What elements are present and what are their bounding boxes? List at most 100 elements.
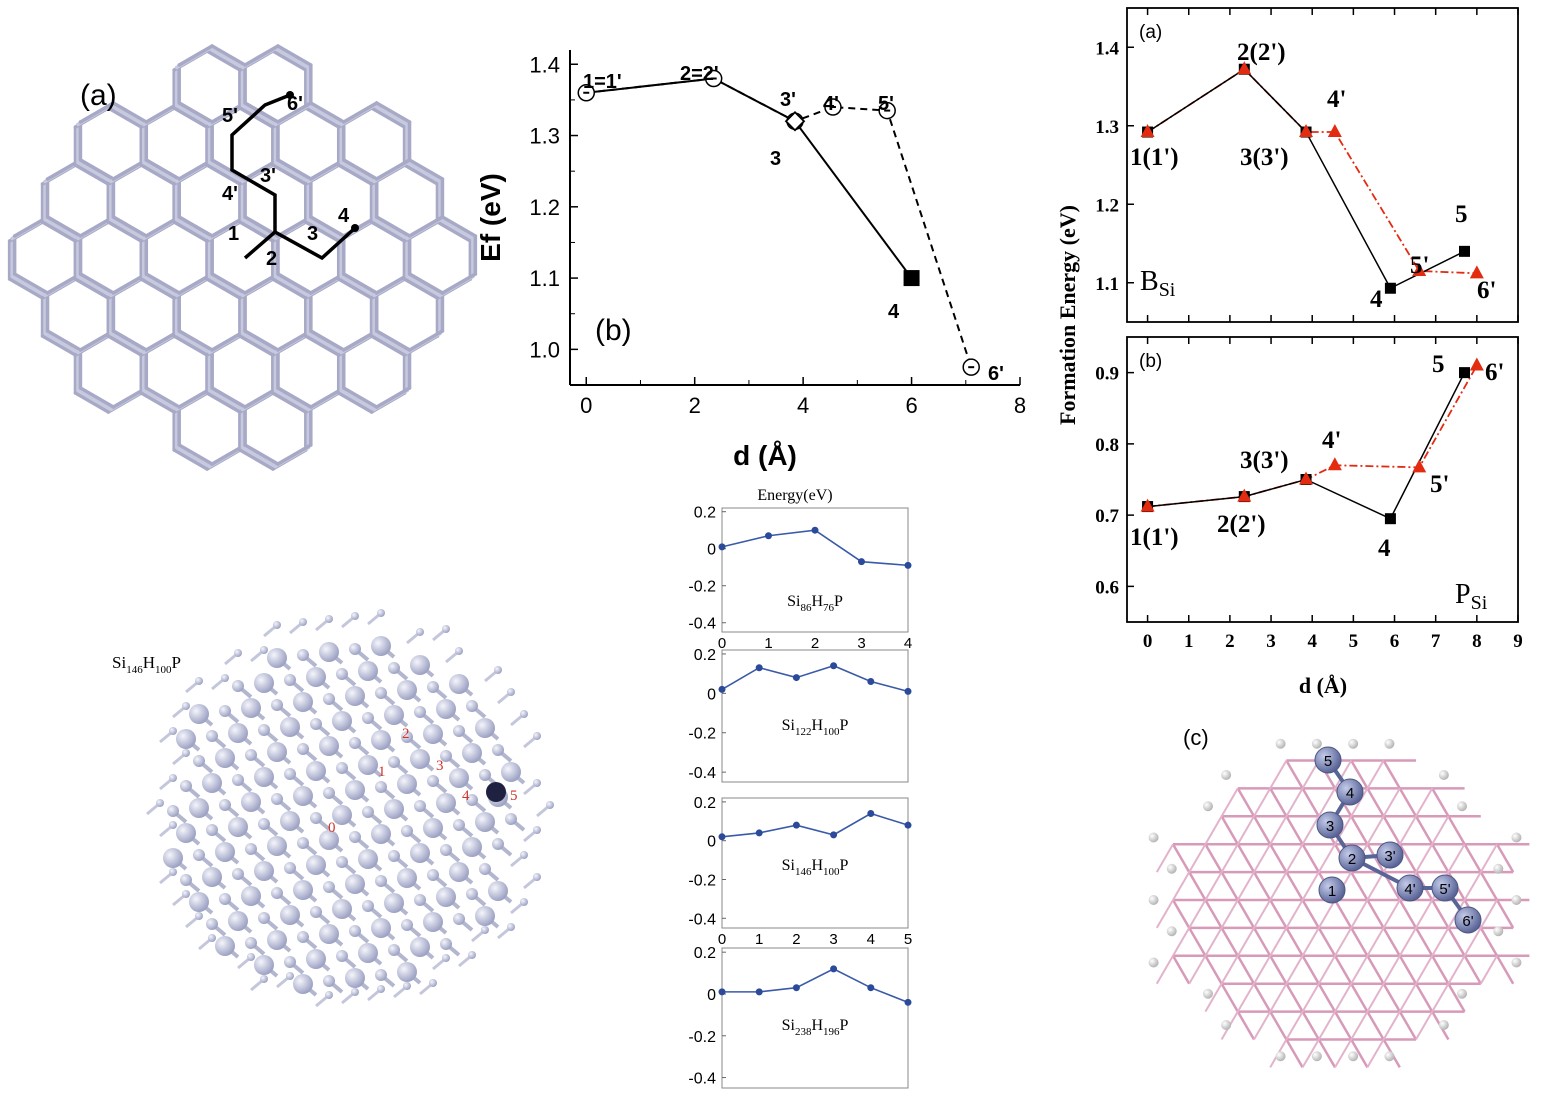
hydrogen-atom (1348, 738, 1359, 749)
lattice-bond (1285, 1038, 1304, 1069)
si-atom (306, 949, 326, 969)
lattice-bond (76, 160, 113, 184)
hydrogen-bond (159, 871, 173, 885)
si-atom (414, 706, 426, 718)
path-label: 4 (338, 205, 350, 227)
lattice-a-label: (a) (80, 79, 117, 112)
lattice-bond (336, 277, 374, 300)
lattice-bond (207, 160, 245, 184)
si-atom (193, 849, 205, 861)
lattice-bond (1269, 955, 1288, 985)
site-atom (1336, 778, 1364, 806)
lattice-bond (1253, 787, 1272, 817)
si-atom (358, 849, 378, 869)
y-tick-label: -0.4 (688, 1071, 716, 1088)
data-point (718, 833, 726, 841)
hydrogen-atom (442, 954, 450, 962)
data-point-square (1384, 513, 1396, 525)
site-label: 5 (510, 788, 518, 804)
lattice-bond (1317, 1011, 1336, 1041)
hydrogen-atom (1202, 988, 1213, 999)
hydrogen-bond (224, 652, 238, 666)
lattice-bond (309, 329, 346, 352)
x-tick-label: 2 (689, 393, 701, 418)
si-atom (267, 648, 287, 668)
si-atom (232, 774, 244, 786)
si-atom (293, 786, 313, 806)
lattice-bond (304, 334, 341, 357)
lattice-bond (1431, 899, 1450, 929)
x-tick-label: 7 (1431, 631, 1441, 652)
y-axis-label: Formation Energy (eV) (1055, 205, 1080, 425)
lattice-bond (1495, 899, 1515, 929)
y-tick-label: 0 (707, 686, 716, 703)
lattice-bond (1366, 787, 1385, 817)
lattice-bond (304, 220, 341, 243)
lattice-bond (1366, 927, 1385, 957)
lattice-bond (339, 274, 376, 298)
si-atom (323, 693, 335, 705)
si-atom (414, 894, 426, 906)
si-atom (345, 968, 365, 988)
lattice-bond (174, 331, 212, 355)
lattice-bond (273, 388, 311, 412)
si-atom (267, 930, 287, 950)
y-tick-label: 1.2 (529, 195, 560, 220)
data-point (755, 988, 763, 996)
hydrogen-atom (1493, 926, 1504, 937)
path-label: 5' (222, 105, 238, 127)
lattice-bond (1317, 843, 1336, 873)
y-tick-label: -0.2 (688, 726, 716, 743)
lattice-bond (111, 215, 149, 238)
lattice-bond (374, 158, 412, 181)
lattice-bond (1285, 871, 1304, 901)
hydrogen-atom (520, 898, 528, 906)
series-solid-line (586, 77, 913, 279)
hydrogen-atom (169, 774, 177, 782)
lattice-bond (1350, 871, 1369, 901)
si-atom (362, 712, 374, 724)
lattice-bond (243, 443, 280, 466)
x-tick-label: 6 (905, 393, 917, 418)
x-tick-label: 1 (1184, 631, 1194, 652)
lattice-bond (109, 103, 146, 127)
hydrogen-bond (341, 615, 355, 629)
y-tick-label: 1.3 (529, 124, 560, 149)
lattice-bond (1415, 899, 1434, 929)
si-atom (176, 729, 196, 749)
si-atom (475, 718, 495, 738)
hydrogen-atom (182, 749, 190, 757)
hydrogen-atom (494, 666, 502, 674)
y-tick-label: 0.8 (1095, 435, 1119, 456)
hydrogen-atom (325, 991, 333, 999)
hydrogen-atom (1166, 926, 1177, 937)
si-atom (436, 887, 456, 907)
si-atom (232, 868, 244, 880)
site-path (1351, 856, 1470, 922)
hydrogen-atom (1148, 895, 1159, 905)
lattice-bond (172, 334, 209, 357)
si-atom (388, 756, 400, 768)
lattice-bond (1317, 899, 1336, 929)
lattice-bond (1350, 759, 1369, 790)
lattice-bond (205, 391, 242, 414)
y-tick-label: 0.2 (694, 795, 716, 812)
site-label: 3' (1384, 848, 1395, 865)
si-atom (306, 761, 326, 781)
lattice-bond (1172, 927, 1191, 957)
lattice-bond (106, 106, 144, 129)
y-tick-label: 1.1 (1095, 274, 1119, 295)
hydrogen-bond (523, 829, 537, 843)
lattice-bond (43, 217, 80, 241)
plot-frame (721, 649, 909, 783)
lattice-bond (1155, 955, 1174, 985)
si-atom (267, 742, 287, 762)
small-chart: 0.2 0 -0.2 -0.4 Si238H196P (688, 945, 912, 1089)
si-atom (505, 813, 517, 825)
path-label: 6' (287, 93, 303, 115)
hydrogen-bond (484, 669, 498, 683)
lattice-bond (139, 277, 176, 300)
point-label: 5 (1432, 351, 1445, 378)
lattice-bond (12, 272, 50, 295)
